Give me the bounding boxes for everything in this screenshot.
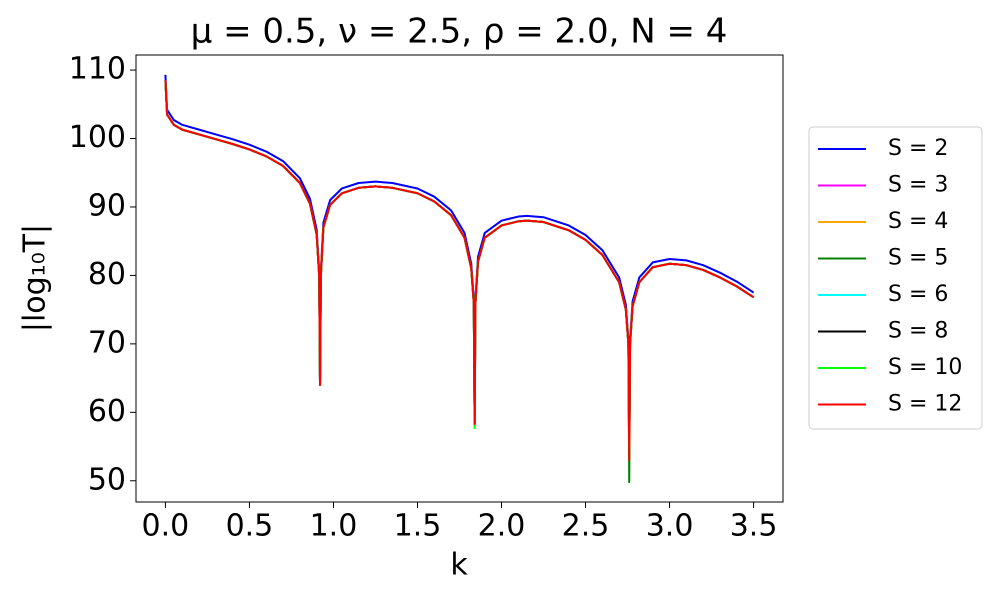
x-tick-label: 0.0 [142, 509, 190, 544]
legend-label: S = 12 [888, 392, 962, 417]
y-tick-label: 100 [69, 120, 126, 155]
x-tick-label: 2.0 [478, 509, 526, 544]
legend-label: S = 6 [888, 282, 948, 307]
y-tick-label: 80 [88, 257, 126, 292]
legend-label: S = 8 [888, 319, 948, 344]
legend-label: S = 4 [888, 209, 948, 234]
x-axis-label: k [450, 548, 468, 583]
chart-title: μ = 0.5, ν = 2.5, ρ = 2.0, N = 4 [191, 12, 728, 52]
y-tick-label: 90 [88, 188, 126, 223]
legend-label: S = 5 [888, 246, 948, 271]
series-line [164, 80, 755, 462]
y-tick-label: 110 [69, 52, 126, 87]
x-tick-label: 0.5 [226, 509, 274, 544]
legend-label: S = 3 [888, 173, 948, 198]
y-tick-label: 70 [88, 325, 126, 360]
x-tick-label: 2.5 [562, 509, 610, 544]
y-axis-label: |log₁₀T| [18, 224, 53, 332]
x-tick-label: 3.0 [646, 509, 694, 544]
y-tick-label: 50 [88, 462, 126, 497]
legend-box [808, 126, 983, 430]
legend-label: S = 2 [888, 136, 948, 161]
plot-frame [135, 54, 784, 503]
x-tick-label: 1.0 [310, 509, 358, 544]
y-tick-label: 60 [88, 394, 126, 429]
x-tick-label: 3.5 [730, 509, 778, 544]
legend-label: S = 10 [888, 355, 962, 380]
x-tick-label: 1.5 [394, 509, 442, 544]
